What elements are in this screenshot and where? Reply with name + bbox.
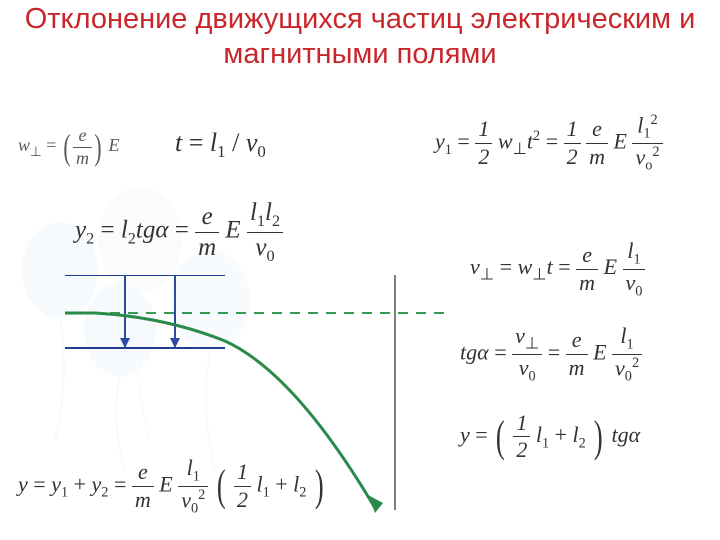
den-2: 2 <box>513 437 530 463</box>
alpha: α <box>629 422 641 447</box>
den-v0: v0 <box>623 270 646 301</box>
den-m: m <box>73 148 92 170</box>
num-l1sq: l12 <box>632 112 662 144</box>
num-l1l2: l1l2 <box>247 198 283 233</box>
frac-lv: l1v0 <box>623 238 646 300</box>
num-e: e <box>195 202 219 233</box>
frac-lv: l1v02 <box>612 323 642 385</box>
var-E: E <box>604 254 617 279</box>
sub-1: 1 <box>445 142 452 158</box>
den-m: m <box>576 270 598 296</box>
frac-em: em <box>566 327 588 381</box>
formula-t: t = l1 / v0 <box>175 128 266 162</box>
den-v0: v0 <box>512 355 542 386</box>
num-1: 1 <box>475 116 492 143</box>
lparen: ( <box>496 417 505 457</box>
den-vo2: vo2 <box>632 144 662 175</box>
formula-y1: y1 = 12 w⊥t2 = 12 em E l12vo2 <box>435 112 663 175</box>
deflection-diagram <box>65 275 445 525</box>
den-m: m <box>566 355 588 381</box>
frac-lv: l12vo2 <box>632 112 662 175</box>
sup-2: 2 <box>533 128 540 144</box>
sub-1: 1 <box>217 142 225 161</box>
den-v0sq: v02 <box>612 355 642 386</box>
var-t: t <box>547 254 553 279</box>
sub-perp: ⊥ <box>513 139 527 158</box>
var-y: y <box>435 128 445 153</box>
frac-half: 12 <box>475 116 492 170</box>
num-e: e <box>73 125 92 148</box>
num-vperp: v⊥ <box>512 323 542 354</box>
frac-em: em <box>576 242 598 296</box>
var-y: y <box>460 422 470 447</box>
var-w: w <box>518 254 533 279</box>
page-title: Отклонение движущихся частиц электрическ… <box>0 0 720 72</box>
tg: tg <box>611 422 628 447</box>
var-w: w <box>18 135 30 155</box>
formula-vperp: v⊥ = w⊥t = em E l1v0 <box>470 238 645 300</box>
sub-1: 1 <box>542 435 549 451</box>
var-w: w <box>498 128 513 153</box>
formula-tga: tgα = v⊥v0 = em E l1v02 <box>460 323 642 385</box>
var-y: y <box>18 471 28 496</box>
sub-perp: ⊥ <box>30 144 42 159</box>
lparen: ( <box>63 131 70 163</box>
var-v0: v <box>246 128 258 157</box>
frac-vv: v⊥v0 <box>512 323 542 385</box>
den-2: 2 <box>475 144 492 170</box>
frac-half: 12 <box>513 410 530 464</box>
var-v: v <box>470 254 480 279</box>
var-y1: y <box>51 471 61 496</box>
var-E: E <box>108 135 119 155</box>
sub-2b: 2 <box>128 230 136 248</box>
alpha: α <box>477 339 489 364</box>
num-l1: l1 <box>612 323 642 355</box>
formula-w-perp: w⊥ = (em) E <box>18 125 119 169</box>
var-l2: l <box>121 217 128 244</box>
eq: = <box>46 135 56 155</box>
num-l1: l1 <box>623 238 646 270</box>
num-e: e <box>566 327 588 354</box>
num-e: e <box>586 116 608 143</box>
var-E: E <box>614 128 627 153</box>
formula-y-paren: y = ( 12 l1 + l2 ) tgα <box>460 410 640 464</box>
frac-lv: l1l2v0 <box>247 198 283 266</box>
tg: tg <box>460 339 477 364</box>
var-y: y <box>75 217 86 244</box>
formula-y2: y2 = l2tgα = em E l1l2v0 <box>75 198 283 266</box>
plus: + <box>555 422 567 447</box>
var-E: E <box>593 339 606 364</box>
sub-2: 2 <box>579 435 586 451</box>
alpha: α <box>155 217 168 244</box>
rparen: ) <box>94 131 101 163</box>
num-e: e <box>576 242 598 269</box>
frac-half2: 12 <box>564 116 581 170</box>
den-2b: 2 <box>564 144 581 170</box>
sub-2: 2 <box>86 230 94 248</box>
var-E: E <box>225 217 240 244</box>
sub-0: 0 <box>257 142 265 161</box>
frac-em: em <box>195 202 219 263</box>
tg: tg <box>136 217 155 244</box>
frac-em: em <box>73 125 92 169</box>
var-t: t <box>175 128 182 157</box>
sub-perp: ⊥ <box>480 264 494 283</box>
num-1b: 1 <box>564 116 581 143</box>
num-1: 1 <box>513 410 530 437</box>
sub-perp-w: ⊥ <box>532 264 546 283</box>
den-v0: v0 <box>247 233 283 267</box>
frac-em: em <box>586 116 608 170</box>
den-m: m <box>195 233 219 263</box>
rparen: ) <box>594 417 603 457</box>
den-m: m <box>586 144 608 170</box>
